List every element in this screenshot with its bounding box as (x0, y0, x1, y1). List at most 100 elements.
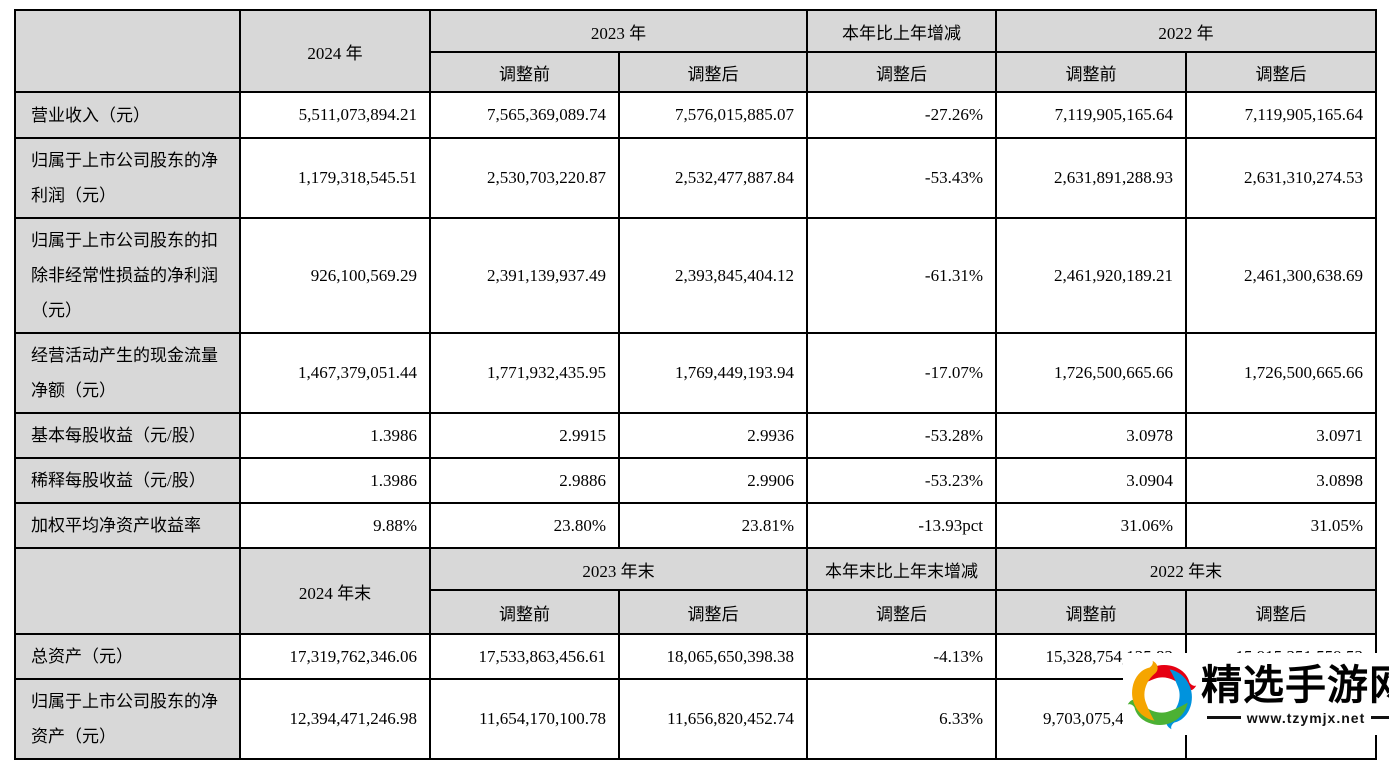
cell-2022-post: 2,631,310,274.53 (1185, 137, 1377, 219)
cell-2022-pre: 3.0904 (995, 457, 1187, 504)
cell-change: -27.26% (806, 91, 997, 139)
header-blank-cell (14, 547, 241, 635)
row-label: 营业收入（元） (14, 91, 241, 139)
cell-2023-post: 2.9906 (618, 457, 808, 504)
table-row: 营业收入（元） 5,511,073,894.21 7,565,369,089.7… (14, 91, 1377, 139)
cell-2023-post: 18,065,650,398.38 (618, 633, 808, 680)
row-label: 经营活动产生的现金流量净额（元） (14, 332, 241, 414)
table-row: 归属于上市公司股东的扣除非经常性损益的净利润（元） 926,100,569.29… (14, 217, 1377, 334)
subheader-2023-post: 调整后 (618, 51, 808, 93)
cell-2024: 17,319,762,346.06 (239, 633, 431, 680)
table-header-row: 2024 年 2023 年 本年比上年增减 2022 年 (14, 9, 1377, 93)
header-change: 本年比上年增减 (806, 9, 997, 53)
header-change-end: 本年末比上年末增减 (806, 547, 997, 591)
table-subheader-row-yearend: 调整前 调整后 调整后 调整前 调整后 (15, 589, 1377, 635)
cell-2023-post: 7,576,015,885.07 (618, 91, 808, 139)
cell-2024: 5,511,073,894.21 (239, 91, 431, 139)
cell-2022-post: 31.05% (1185, 502, 1377, 549)
cell-2024: 1,179,318,545.51 (239, 137, 431, 219)
cell-2024: 926,100,569.29 (239, 217, 431, 334)
cell-change: -53.23% (806, 457, 997, 504)
header-2023: 2023 年 (429, 9, 808, 53)
row-label: 归属于上市公司股东的净资产（元） (14, 678, 241, 760)
row-label: 基本每股收益（元/股） (14, 412, 241, 459)
cell-2022-post: 1,726,500,665.66 (1185, 332, 1377, 414)
watermark-site-name: 精选手游网 (1201, 661, 1389, 708)
cell-2023-post: 11,656,820,452.74 (618, 678, 808, 760)
cell-2022-pre: 1,726,500,665.66 (995, 332, 1187, 414)
row-label: 加权平均净资产收益率 (14, 502, 241, 549)
header-blank-cell (14, 9, 241, 93)
financial-summary-table: 2024 年 2023 年 本年比上年增减 2022 年 调整前 调整后 调整后… (14, 9, 1377, 760)
cell-2023-post: 2.9936 (618, 412, 808, 459)
cell-2023-pre: 7,565,369,089.74 (429, 91, 620, 139)
cell-change: -61.31% (806, 217, 997, 334)
cell-2023-pre: 1,771,932,435.95 (429, 332, 620, 414)
table-row: 加权平均净资产收益率 9.88% 23.80% 23.81% -13.93pct… (14, 502, 1377, 549)
cell-2023-pre: 11,654,170,100.78 (429, 678, 620, 760)
cell-2024: 1.3986 (239, 457, 431, 504)
cell-2022-pre: 2,461,920,189.21 (995, 217, 1187, 334)
cell-2023-pre: 17,533,863,456.61 (429, 633, 620, 680)
cell-2023-post: 2,532,477,887.84 (618, 137, 808, 219)
table-row: 经营活动产生的现金流量净额（元） 1,467,379,051.44 1,771,… (14, 332, 1377, 414)
subheader-2022-post: 调整后 (1185, 51, 1377, 93)
cell-2022-pre: 2,631,891,288.93 (995, 137, 1187, 219)
cell-2022-pre: 7,119,905,165.64 (995, 91, 1187, 139)
row-label: 归属于上市公司股东的扣除非经常性损益的净利润（元） (14, 217, 241, 334)
row-label: 归属于上市公司股东的净利润（元） (14, 137, 241, 219)
subheader-2023-pre: 调整前 (429, 51, 620, 93)
cell-change: -4.13% (806, 633, 997, 680)
cell-change: -13.93pct (806, 502, 997, 549)
subheader-2022-pre: 调整前 (995, 51, 1187, 93)
table-row: 归属于上市公司股东的净利润（元） 1,179,318,545.51 2,530,… (14, 137, 1377, 219)
row-label: 稀释每股收益（元/股） (14, 457, 241, 504)
pinwheel-logo-icon (1127, 660, 1197, 730)
cell-2022-post: 3.0971 (1185, 412, 1377, 459)
header-2022-end: 2022 年末 (995, 547, 1377, 591)
cell-2024: 12,394,471,246.98 (239, 678, 431, 760)
cell-change: -53.28% (806, 412, 997, 459)
header-2024: 2024 年 (239, 9, 431, 93)
table-row: 基本每股收益（元/股） 1.3986 2.9915 2.9936 -53.28%… (14, 412, 1377, 459)
table-header-row-yearend: 2024 年末 2023 年末 本年末比上年末增减 2022 年末 (14, 547, 1377, 635)
cell-change: -53.43% (806, 137, 997, 219)
cell-2022-pre: 3.0978 (995, 412, 1187, 459)
cell-2023-pre: 2.9886 (429, 457, 620, 504)
cell-2024: 1.3986 (239, 412, 431, 459)
cell-2022-pre: 31.06% (995, 502, 1187, 549)
cell-2023-post: 2,393,845,404.12 (618, 217, 808, 334)
subheader-change-post: 调整后 (806, 51, 997, 93)
watermark: 精选手游网 www.tzymjx.net (1123, 653, 1389, 735)
subheader-2022-pre: 调整前 (995, 589, 1187, 635)
cell-2022-post: 7,119,905,165.64 (1185, 91, 1377, 139)
watermark-url-row: www.tzymjx.net (1201, 710, 1389, 726)
cell-change: 6.33% (806, 678, 997, 760)
subheader-2023-post: 调整后 (618, 589, 808, 635)
cell-2024: 1,467,379,051.44 (239, 332, 431, 414)
watermark-text-block: 精选手游网 www.tzymjx.net (1201, 663, 1389, 726)
header-2023-end: 2023 年末 (429, 547, 808, 591)
cell-2024: 9.88% (239, 502, 431, 549)
cell-2023-pre: 2.9915 (429, 412, 620, 459)
cell-2023-post: 1,769,449,193.94 (618, 332, 808, 414)
cell-2023-pre: 23.80% (429, 502, 620, 549)
table-subheader-row: 调整前 调整后 调整后 调整前 调整后 (15, 51, 1377, 93)
watermark-url: www.tzymjx.net (1246, 709, 1366, 726)
cell-2023-pre: 2,530,703,220.87 (429, 137, 620, 219)
dash-right (1371, 716, 1389, 719)
header-2024-end: 2024 年末 (239, 547, 431, 635)
row-label: 总资产（元） (14, 633, 241, 680)
header-2022: 2022 年 (995, 9, 1377, 53)
subheader-2022-post: 调整后 (1185, 589, 1377, 635)
subheader-2023-pre: 调整前 (429, 589, 620, 635)
cell-2022-post: 3.0898 (1185, 457, 1377, 504)
cell-2023-post: 23.81% (618, 502, 808, 549)
table-row: 稀释每股收益（元/股） 1.3986 2.9886 2.9906 -53.23%… (14, 457, 1377, 504)
cell-2022-post: 2,461,300,638.69 (1185, 217, 1377, 334)
subheader-change-post: 调整后 (806, 589, 997, 635)
cell-2023-pre: 2,391,139,937.49 (429, 217, 620, 334)
dash-left (1206, 716, 1241, 719)
cell-change: -17.07% (806, 332, 997, 414)
